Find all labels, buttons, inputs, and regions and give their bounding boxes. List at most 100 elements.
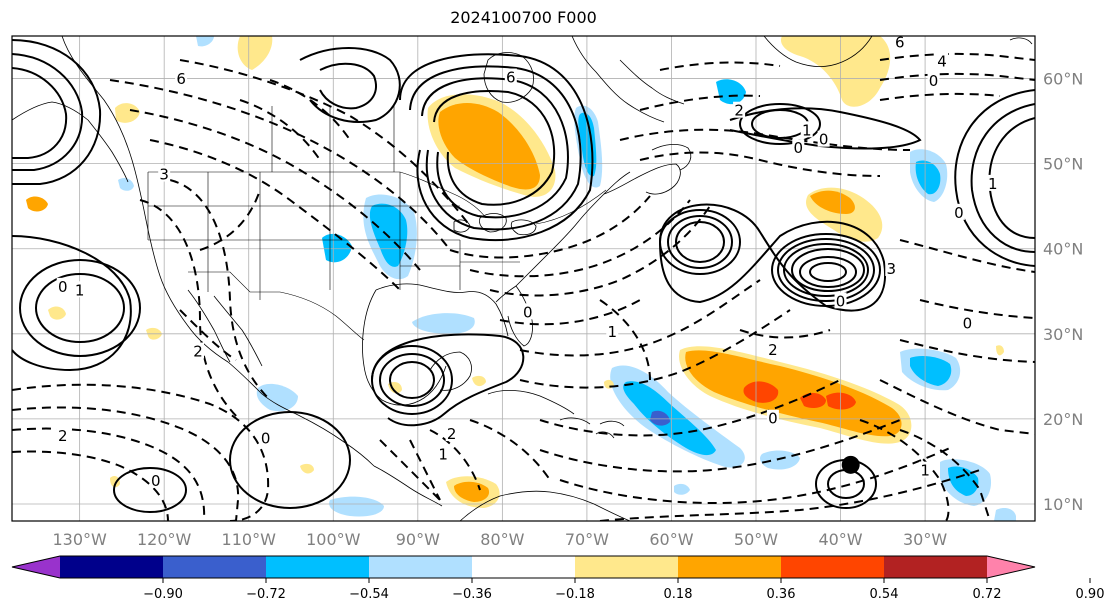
contour-label: 3 [886,260,896,278]
contour-label-background [73,281,86,298]
contour-label: 0 [151,472,161,490]
contour-label: 0 [58,278,68,296]
colorbar-tick-label: 0.18 [664,587,693,602]
contour-label-background [149,471,162,488]
contour-label: 1 [802,121,812,139]
colorbar-outline [11,555,1036,579]
longitude-label: 80°W [480,530,524,549]
contour-label-background [766,409,779,426]
longitude-label: 110°W [222,530,277,549]
contour-label-background [961,314,974,331]
contour-label: 3 [159,166,169,184]
negative-contours [12,52,1035,521]
longitude-label: 70°W [565,530,609,549]
latitude-label: 60°N [1043,70,1083,89]
latitude-label: 30°N [1043,325,1083,344]
colorbar-segment [266,556,370,578]
contour-label: 2 [193,343,203,361]
colorbar-segment [781,556,885,578]
map-title: 2024100700 F000 [450,8,597,27]
contour-label-background [952,203,965,220]
contour-label-background [192,342,204,359]
colorbar-segment [369,556,473,578]
colorbar-tick-label: −0.18 [555,587,595,602]
contour-label-background [504,68,517,85]
colorbar-tick-label: 0.72 [973,587,1002,602]
latitude-tick-labels: 60°N 50°N 40°N 30°N 20°N 10°N [1043,70,1083,514]
contour-label-background [885,259,898,276]
longitude-label: 130°W [52,530,107,549]
positive-contours [12,39,1035,513]
contour-label: 0 [819,131,829,149]
contour-label-background [936,52,948,69]
contour-label: 0 [768,410,778,428]
colorbar-tick-label: 0.90 [1076,587,1105,602]
colorbar-segment [163,556,267,578]
contour-label: 1 [988,175,998,193]
contour-label: 1 [438,445,448,463]
colorbar-segment [575,556,679,578]
contour-label-background [927,71,940,88]
contour-label-background [175,70,188,87]
colorbar-tick-label: −0.36 [452,587,492,602]
colorbar-segment [884,556,988,578]
contour-label-background [986,174,999,191]
contour-label-background [817,130,830,147]
colorbar-tick-label: −0.72 [246,587,286,602]
contour-label-background [56,277,69,294]
longitude-label: 100°W [306,530,361,549]
latitude-label: 50°N [1043,155,1083,174]
contour-label: 2 [734,102,744,120]
colorbar-segment [60,556,164,578]
contour-label: 0 [523,303,533,321]
colorbar-tick-label: −0.90 [143,587,183,602]
contour-label: 2 [447,425,457,443]
longitude-tick-labels: 130°W 120°W 110°W 100°W 90°W 80°W 70°W 60°W 50°W… [52,530,947,549]
latitude-label: 40°N [1043,240,1083,259]
longitude-label: 50°W [734,530,778,549]
longitude-label: 60°W [649,530,693,549]
contour-label-background [733,101,746,118]
contour-label: 1 [607,323,617,341]
contour-label-background [437,445,450,462]
contour-label: 0 [793,139,803,157]
contour-label-background [445,425,458,442]
contour-label-background [158,165,171,182]
colorbar-tick-label: −0.54 [349,587,389,602]
coastlines [12,36,1033,521]
contour-label: 4 [937,52,947,70]
colorbar-extension-high [987,556,1035,578]
contour-label-background [521,303,534,320]
contour-label-background [259,429,272,446]
contour-label-background [834,292,847,309]
anomaly-shading [26,36,1016,521]
contour-label: 0 [261,429,271,447]
latitude-label: 20°N [1043,410,1083,429]
contour-label: 0 [836,292,846,310]
contour-label-background [56,426,69,443]
contour-label: 6 [895,34,905,52]
contour-label-background [792,139,805,156]
contour-label: 0 [963,314,973,332]
colorbar-segment [472,556,576,578]
longitude-label: 90°W [396,530,440,549]
storm-center-marker [841,455,860,474]
contour-label: 6 [176,70,186,88]
longitude-label: 30°W [903,530,947,549]
contour-label: 6 [506,69,516,87]
contour-label-background [766,340,779,357]
contour-label: 0 [954,204,964,222]
contour-label-background [919,461,932,478]
colorbar-tick-label: 0.54 [870,587,899,602]
contour-label: 2 [768,341,778,359]
latitude-label: 10°N [1043,495,1083,514]
contour-label-background [893,33,906,50]
colorbar-tick-label: 0.36 [767,587,796,602]
contour-label: 1 [75,281,85,299]
contour-label-background [606,322,619,339]
contour-label: 2 [58,427,68,445]
contour-label: 1 [920,462,930,480]
colorbar-extension-low [12,556,60,578]
longitude-label: 40°W [818,530,862,549]
